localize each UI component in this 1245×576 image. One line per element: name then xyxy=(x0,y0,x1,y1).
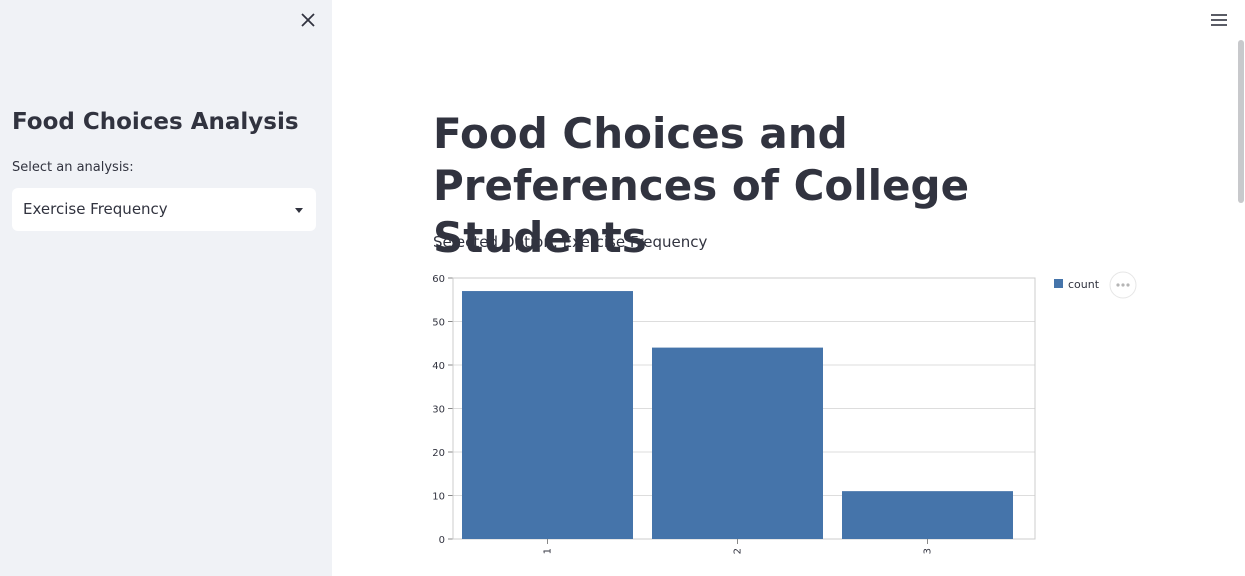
y-tick-label: 0 xyxy=(439,535,445,546)
ellipsis-dot xyxy=(1126,283,1130,287)
hamburger-menu-icon xyxy=(1211,14,1227,26)
ellipsis-dot xyxy=(1121,283,1125,287)
y-tick-label: 20 xyxy=(432,448,445,459)
close-sidebar-button[interactable] xyxy=(297,9,319,31)
y-tick-label: 10 xyxy=(432,492,445,503)
bar xyxy=(652,347,823,539)
analysis-select[interactable]: Exercise Frequency xyxy=(12,188,316,231)
y-tick-label: 30 xyxy=(432,405,445,416)
main-menu-button[interactable] xyxy=(1208,9,1230,31)
sidebar-title: Food Choices Analysis xyxy=(12,109,299,135)
y-tick-label: 40 xyxy=(432,361,445,372)
x-tick-label: 3 xyxy=(923,548,934,554)
selected-option-text: Selected Option: Exercise Frequency xyxy=(433,233,708,251)
legend-label: count xyxy=(1068,278,1100,291)
y-tick-label: 60 xyxy=(432,274,445,285)
page-title: Food Choices and Preferences of College … xyxy=(433,109,970,262)
ellipsis-dot xyxy=(1116,283,1120,287)
caret-down-icon xyxy=(295,208,303,213)
x-tick-label: 2 xyxy=(733,548,744,554)
ellipsis-icon xyxy=(1116,283,1130,287)
bar xyxy=(842,491,1013,539)
sidebar: Food Choices Analysis Select an analysis… xyxy=(0,0,332,576)
y-tick-label: 50 xyxy=(432,318,445,329)
scrollbar-thumb[interactable] xyxy=(1238,40,1244,203)
analysis-select-value: Exercise Frequency xyxy=(23,200,168,218)
bar-chart: 0 10 20 30 40 50 60 1 2 3 count xyxy=(432,271,1137,554)
analysis-select-label: Select an analysis: xyxy=(12,160,134,175)
bar xyxy=(462,291,633,539)
close-icon xyxy=(301,13,315,27)
x-tick-label: 1 xyxy=(543,548,554,554)
legend-swatch xyxy=(1054,279,1063,288)
